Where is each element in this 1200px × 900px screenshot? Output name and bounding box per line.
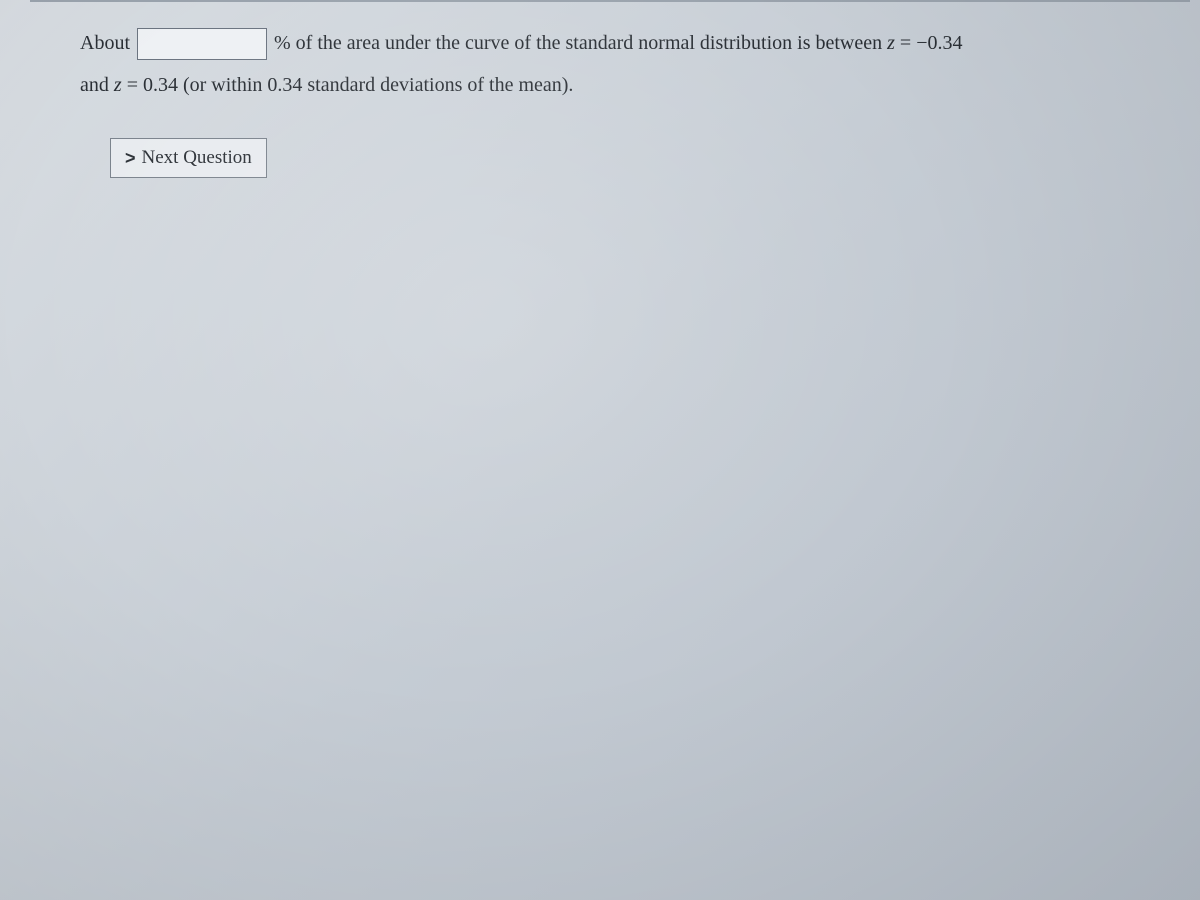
equals-1: =: [895, 32, 916, 54]
z-variable-1: z: [887, 32, 895, 54]
question-prefix: About: [80, 32, 130, 54]
z-value-2: 0.34: [143, 74, 178, 96]
next-button-label: Next Question: [142, 147, 252, 169]
question-area: About % of the area under the curve of t…: [30, 2, 1190, 198]
z-value-1: −0.34: [916, 32, 962, 54]
paren-text: (or within 0.34 standard deviations of t…: [178, 74, 573, 96]
equals-2: =: [122, 74, 143, 96]
chevron-right-icon: >: [125, 148, 136, 169]
question-frame: About % of the area under the curve of t…: [30, 0, 1190, 900]
z-variable-2: z: [114, 74, 122, 96]
line2-prefix: and: [80, 74, 114, 96]
next-question-button[interactable]: > Next Question: [110, 138, 267, 178]
answer-input[interactable]: [137, 28, 267, 60]
question-text: About % of the area under the curve of t…: [80, 22, 1150, 106]
question-after-input: % of the area under the curve of the sta…: [274, 32, 887, 54]
